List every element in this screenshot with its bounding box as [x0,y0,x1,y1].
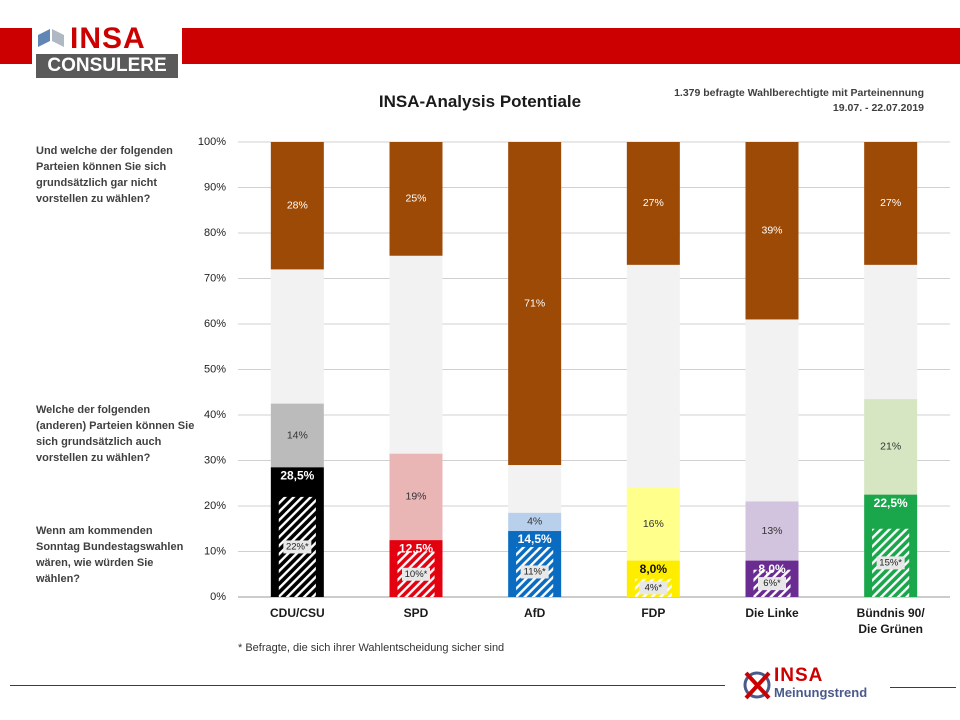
certain-voters-data-label: 4%* [645,582,663,593]
y-tick-label: 60% [204,318,226,330]
bar-segment-potential [626,487,680,561]
question-potential: Welche der folgenden (anderen) Parteien … [36,404,195,464]
certain-voters-label-bg [876,556,905,570]
y-tick-label: 80% [204,227,226,239]
footer-brand-text: INSA [774,665,824,686]
certain-voters-data-label: 15%* [879,557,902,568]
potential-data-label: 13% [761,525,782,537]
survey-period: 19.07. - 22.07.2019 [832,102,924,114]
bar-segment-rejection [270,142,324,270]
footer-rule [10,685,725,686]
y-tick-label: 50% [204,363,226,375]
bar-segment-rejection [508,142,562,466]
certain-voters-data-label: 11%* [524,566,546,577]
x-category-label: FDP [641,606,665,620]
footer-sub-text: Meinungstrend [774,685,868,700]
bar-segment-rest [270,269,324,404]
logo-mark-icon [38,29,64,47]
y-tick-label: 40% [204,409,226,421]
certain-voters-data-label: 6%* [763,578,781,589]
vote-share-data-label: 8,0% [640,562,668,576]
vote-share-data-label: 12,5% [399,541,433,555]
certain-voters-data-label: 22%* [286,541,309,552]
rejection-data-label: 28% [287,199,308,211]
vote-share-data-label: 22,5% [874,496,908,510]
rejection-data-label: 27% [643,197,664,209]
insa-consulere-logo: INSA CONSULERE [32,22,182,80]
bar-segment-rest [745,319,799,502]
y-tick-label: 30% [204,454,226,466]
potential-data-label: 16% [643,518,664,530]
y-tick-label: 10% [204,545,226,557]
y-tick-label: 70% [204,272,226,284]
bar-segment-rejection [745,142,799,320]
rejection-data-label: 71% [524,297,545,309]
potential-data-label: 14% [287,429,308,441]
x-category-label: Die Grünen [858,622,923,636]
bar-segment-rest [626,264,680,488]
question-rejection: Und welche der folgenden Parteien können… [36,145,173,205]
rejection-data-label: 27% [880,197,901,209]
y-tick-label: 90% [204,181,226,193]
certain-voters-label-bg [520,565,549,579]
question-vote-intention: Wenn am kommenden Sonntag Bundestagswahl… [36,525,184,585]
y-tick-label: 0% [210,591,226,603]
bar-segment-potential [270,403,324,468]
certain-voters-label-bg [402,567,430,581]
bar-segment-rest [389,255,443,454]
sample-size: 1.379 befragte Wahlberechtigte mit Parte… [674,87,924,99]
vote-share-data-label: 14,5% [518,532,552,546]
potential-data-label: 21% [880,441,901,453]
chart-title: INSA-Analysis Potentiale [378,92,582,111]
rejection-data-label: 39% [761,225,782,237]
bar-segment-potential [745,501,799,561]
bar-segment-potential [508,512,562,532]
footer-rule-right [890,687,956,688]
bar-segment-potential [389,453,443,541]
x-category-label: Die Linke [745,606,799,620]
y-tick-label: 100% [198,136,226,148]
vote-share-data-label: 8,0% [758,562,786,576]
potential-data-label: 19% [405,491,426,503]
x-category-label: CDU/CSU [270,606,325,620]
x-category-label: Bündnis 90/ [857,606,926,620]
certain-voters-label-bg [758,577,786,591]
bar-segment-rest [508,465,562,513]
bar-segment-rejection [389,142,443,256]
insa-meinungstrend-logo: INSA Meinungstrend [742,665,892,706]
footnote: * Befragte, die sich ihrer Wahlentscheid… [238,642,505,654]
logo-sub-text: CONSULERE [36,54,178,78]
bar-segment-rejection [626,142,680,265]
bar-segment-rest [864,264,918,400]
x-category-label: SPD [404,606,429,620]
sample-info: 1.379 befragte Wahlberechtigte mit Parte… [674,86,924,116]
potential-data-label: 4% [527,516,542,528]
certain-voters-data-label: 10%* [405,569,428,580]
rejection-data-label: 25% [405,193,426,205]
bar-segment-potential [864,399,918,495]
logo-brand-text: INSA [70,22,146,55]
vote-share-data-label: 28,5% [280,468,314,482]
ballot-x-icon [743,671,771,700]
y-tick-label: 20% [204,500,226,512]
bar-segment-rejection [864,142,918,265]
certain-voters-label-bg [639,581,668,595]
certain-voters-label-bg [283,540,312,554]
x-category-label: AfD [524,606,546,620]
